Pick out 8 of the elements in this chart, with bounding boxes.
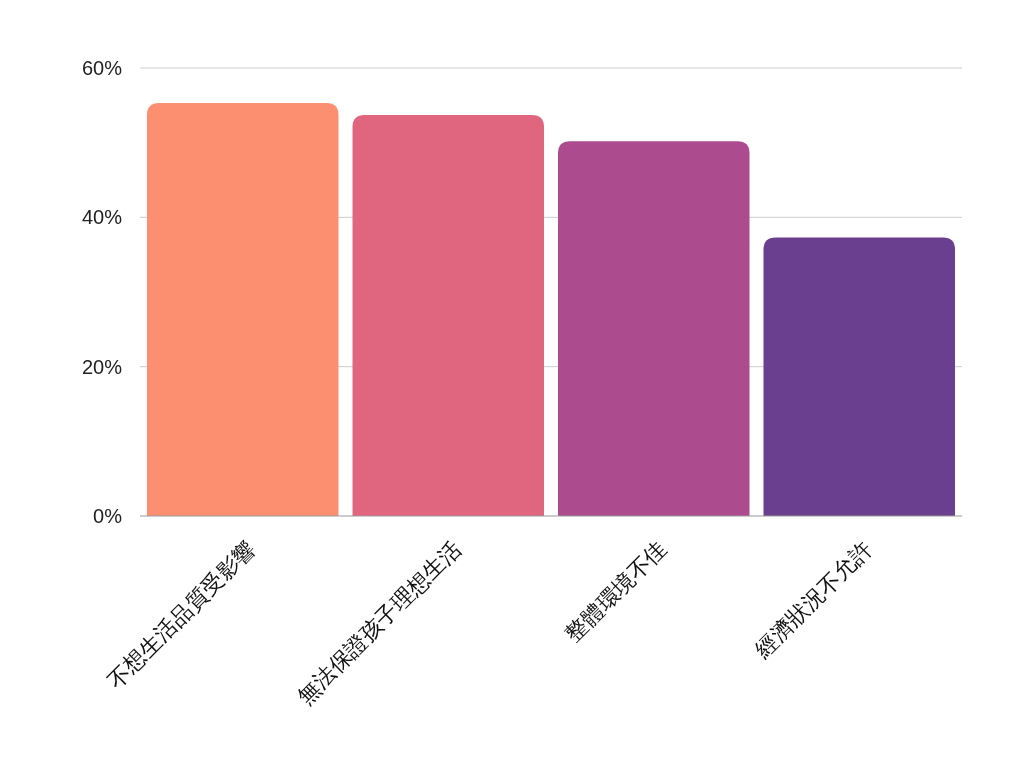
y-tick-label: 20%	[81, 355, 123, 378]
y-tick-label: 0%	[93, 505, 123, 527]
y-tick-label: 60%	[81, 57, 123, 79]
x-tick-label: 整體環境不佳	[560, 535, 672, 647]
x-tick-label: 經濟狀況不允許	[749, 535, 877, 664]
x-tick-label: 不想生活品質受影響	[102, 535, 261, 694]
y-tick-label: 40%	[81, 206, 123, 229]
x-tick-label: 無法保證孩子理想生活	[292, 535, 466, 710]
